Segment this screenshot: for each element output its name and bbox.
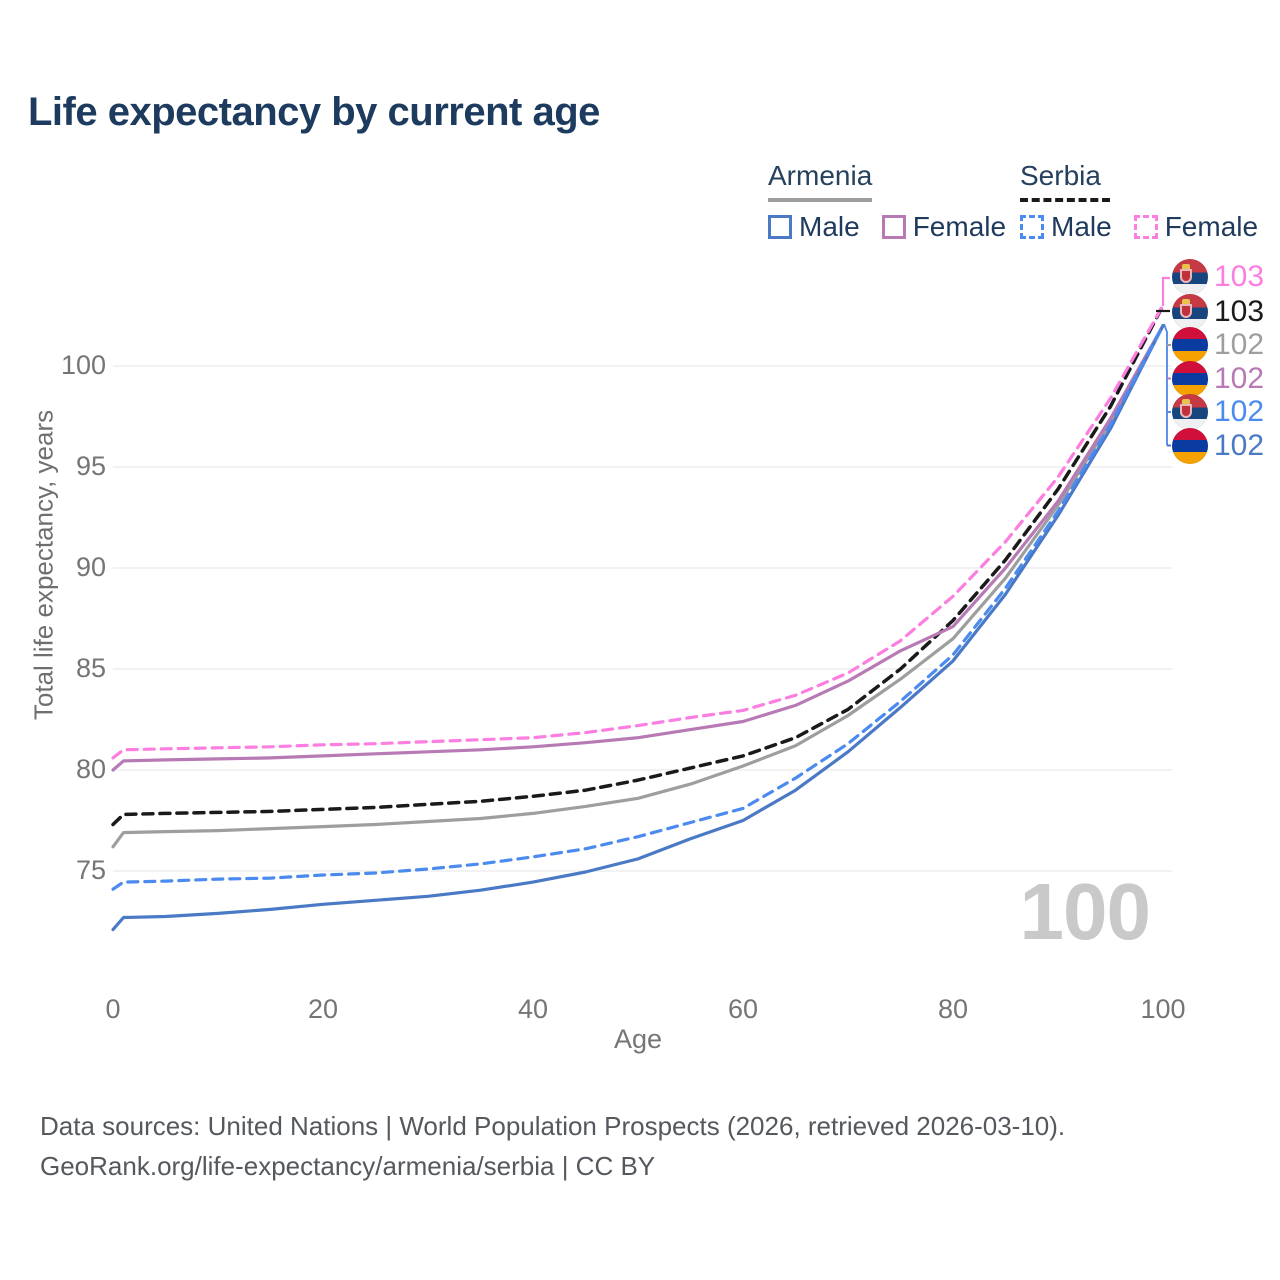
legend-item-label: Female xyxy=(912,211,1007,242)
connector-serbia-female xyxy=(1161,276,1170,306)
legend-items-serbia: Male Female xyxy=(1020,211,1258,243)
y-tick-80: 80 xyxy=(75,754,106,784)
connector-spine xyxy=(1163,323,1168,446)
serbia-flag-icon xyxy=(1172,394,1208,430)
y-tick-100: 100 xyxy=(60,350,106,380)
legend-group-armenia: Armenia Male Female xyxy=(768,160,1006,243)
y-tick-95: 95 xyxy=(75,451,106,481)
series-line-armenia_total[interactable] xyxy=(111,324,1165,849)
series-line-serbia_male[interactable] xyxy=(111,324,1165,891)
legend-swatch-serbia_female xyxy=(1133,215,1158,239)
end-label-value: 102 xyxy=(1214,328,1265,361)
series-line-armenia_female[interactable] xyxy=(111,324,1165,772)
series-line-serbia_female[interactable] xyxy=(111,303,1165,760)
x-tick-60: 60 xyxy=(727,994,759,1024)
armenia-flag-icon xyxy=(1172,427,1208,464)
armenia-flag-icon xyxy=(1172,360,1208,397)
x-tick-0: 0 xyxy=(105,994,121,1024)
legend-group-serbia: Serbia Male Female xyxy=(1020,160,1258,243)
end-label-serbia_female: 103 xyxy=(1172,259,1264,295)
series-line-armenia_male[interactable] xyxy=(111,324,1165,932)
legend-item-label: Female xyxy=(1164,211,1259,242)
x-tick-80: 80 xyxy=(937,994,969,1024)
end-label-armenia_total: 102 xyxy=(1172,327,1264,363)
y-tick-75: 75 xyxy=(75,855,106,885)
page-title: Life expectancy by current age xyxy=(28,90,600,134)
x-tick-40: 40 xyxy=(517,994,549,1024)
legend-item-label: Male xyxy=(1051,211,1112,242)
legend-item-serbia_female[interactable]: Female xyxy=(1133,211,1259,243)
legend-items-armenia: Male Female xyxy=(768,211,1006,243)
y-tick-85: 85 xyxy=(75,653,106,683)
legend-swatch-armenia_male xyxy=(768,215,792,239)
serbia-flag-icon xyxy=(1172,293,1208,330)
series-line-serbia_total[interactable] xyxy=(111,303,1165,827)
legend-group-title-armenia[interactable]: Armenia xyxy=(768,160,873,202)
footer-attribution-line: GeoRank.org/life-expectancy/armenia/serb… xyxy=(40,1151,656,1181)
end-label-serbia_male: 102 xyxy=(1172,394,1264,430)
end-label-armenia_male: 102 xyxy=(1172,427,1265,464)
legend-group-title-serbia[interactable]: Serbia xyxy=(1020,160,1110,202)
end-label-armenia_female: 102 xyxy=(1172,360,1265,397)
footer: Data sources: United Nations | World Pop… xyxy=(40,1106,1065,1186)
end-label-serbia_total: 103 xyxy=(1172,293,1265,330)
x-tick-20: 20 xyxy=(307,994,339,1024)
y-tick-90: 90 xyxy=(75,552,106,582)
x-axis-label: Age xyxy=(613,1024,663,1054)
armenia-flag-icon xyxy=(1172,327,1208,363)
end-label-value: 102 xyxy=(1214,361,1265,395)
legend-item-serbia_male[interactable]: Male xyxy=(1020,211,1112,243)
legend-item-armenia_male[interactable]: Male xyxy=(768,211,860,243)
end-label-value: 102 xyxy=(1214,395,1265,428)
age-watermark: 100 xyxy=(1019,867,1151,956)
legend-swatch-armenia_female xyxy=(881,215,906,239)
legend-item-label: Male xyxy=(799,211,860,242)
x-tick-100: 100 xyxy=(1140,994,1186,1024)
footer-sources-line: Data sources: United Nations | World Pop… xyxy=(40,1111,1066,1141)
legend-item-armenia_female[interactable]: Female xyxy=(881,211,1007,243)
end-label-value: 103 xyxy=(1214,260,1265,293)
legend-swatch-serbia_male xyxy=(1020,215,1044,239)
end-label-value: 102 xyxy=(1214,428,1265,462)
end-label-value: 103 xyxy=(1214,294,1265,328)
serbia-flag-icon xyxy=(1172,259,1208,295)
